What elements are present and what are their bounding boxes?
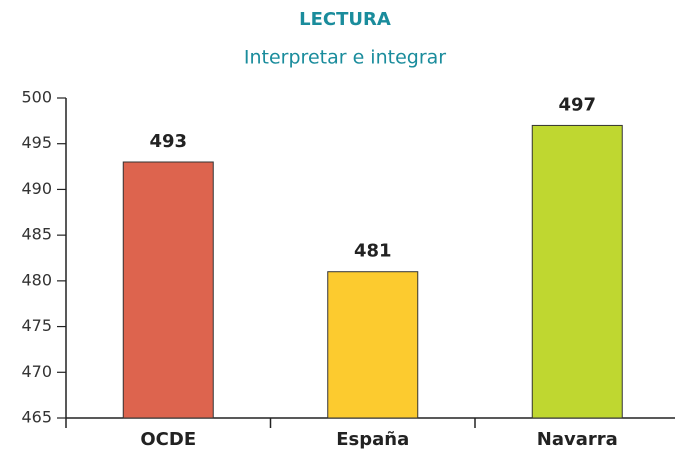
- y-tick-label: 470: [21, 362, 52, 381]
- bar: [531, 124, 623, 419]
- y-tick-label: 500: [21, 88, 52, 107]
- y-tick-label: 490: [21, 179, 52, 198]
- y-tick-label: 475: [21, 316, 52, 335]
- chart-subtitle: Interpretar e integrar: [244, 47, 446, 69]
- x-tick-label: Navarra: [537, 429, 618, 450]
- y-tick-label: 485: [21, 225, 52, 244]
- x-tick-label: OCDE: [140, 429, 196, 450]
- x-tick-label: España: [336, 429, 409, 450]
- y-tick-label: 465: [21, 408, 52, 427]
- value-label: 493: [149, 131, 187, 152]
- chart-title: LECTURA: [299, 9, 391, 30]
- bar: [122, 161, 214, 419]
- value-label: 481: [354, 241, 392, 262]
- y-tick-label: 495: [21, 133, 52, 152]
- y-tick-label: 480: [21, 270, 52, 289]
- value-label: 497: [558, 94, 596, 115]
- bar: [327, 271, 419, 419]
